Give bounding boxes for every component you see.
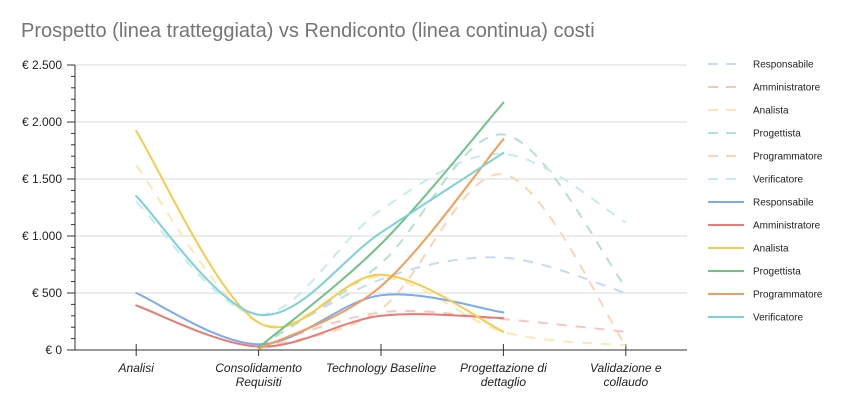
x-tick-label: Validazione e collaudo <box>590 361 662 389</box>
legend-label: Progettista <box>753 267 801 278</box>
legend-label: Verificatore <box>753 313 803 324</box>
series-line-programmatore-rendiconto <box>257 138 505 350</box>
series-line-analista-rendiconto <box>135 130 505 333</box>
y-tick-label: € 500 <box>32 286 62 300</box>
legend-label: Programmatore <box>753 290 823 301</box>
y-tick-label: € 1.500 <box>22 172 62 186</box>
y-tick-label: € 2.500 <box>22 58 62 72</box>
y-tick-label: € 1.000 <box>22 229 62 243</box>
legend-label: Responsabile <box>753 198 814 209</box>
legend-label: Analista <box>753 106 789 117</box>
legend-label: Amministratore <box>753 83 821 94</box>
x-tick-label: Consolidamento Requisiti <box>215 361 302 389</box>
legend-label: Amministratore <box>753 221 821 232</box>
y-tick-label: € 0 <box>45 343 62 357</box>
chart-title: Prospetto (linea tratteggiata) vs Rendic… <box>21 20 595 42</box>
x-tick-label: Technology Baseline <box>326 361 437 375</box>
legend-label: Analista <box>753 244 789 255</box>
legend-label: Programmatore <box>753 152 823 163</box>
series-line-verificatore-rendiconto <box>135 151 505 316</box>
legend-label: Progettista <box>753 129 801 140</box>
series-line-responsabile-rendiconto <box>135 292 505 346</box>
x-tick-label: Progettazione di dettaglio <box>460 361 547 389</box>
series-line-progettista-rendiconto <box>257 101 505 349</box>
series-line-amministratore-rendiconto <box>135 304 505 348</box>
legend-label: Responsabile <box>753 60 814 71</box>
legend-label: Verificatore <box>753 175 803 186</box>
series-line-analista-prospetto <box>135 164 626 347</box>
series-line-verificatore-prospetto <box>135 152 627 316</box>
x-tick-label: Analisi <box>118 361 155 375</box>
series-line-responsabile-prospetto <box>258 256 627 348</box>
y-tick-label: € 2.000 <box>22 115 62 129</box>
